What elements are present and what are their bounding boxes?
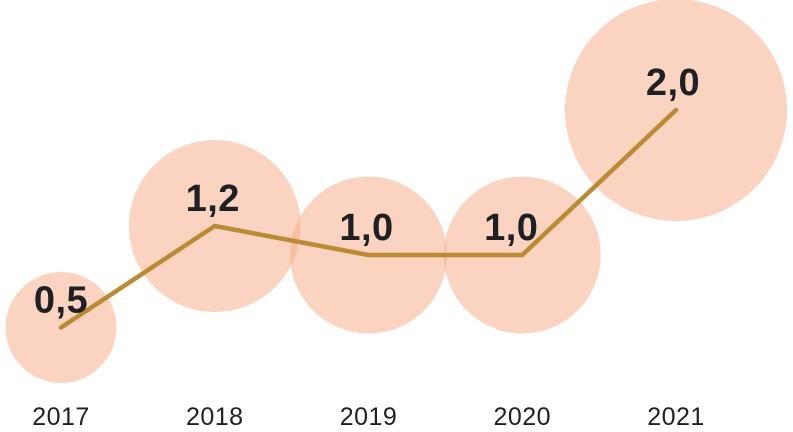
- x-axis-label-2017: 2017: [32, 403, 90, 431]
- x-axis-label-2018: 2018: [186, 403, 244, 431]
- point-label-2017: 0,5: [34, 280, 88, 322]
- trend-line: [58, 107, 679, 330]
- x-axis-label-2019: 2019: [340, 403, 398, 431]
- point-label-2018: 1,2: [186, 178, 240, 220]
- point-label-2021: 2,0: [646, 62, 700, 104]
- point-label-2019: 1,0: [339, 207, 393, 249]
- x-axis-label-2020: 2020: [493, 403, 551, 431]
- x-axis-label-2021: 2021: [647, 403, 705, 431]
- point-label-2020: 1,0: [484, 207, 538, 249]
